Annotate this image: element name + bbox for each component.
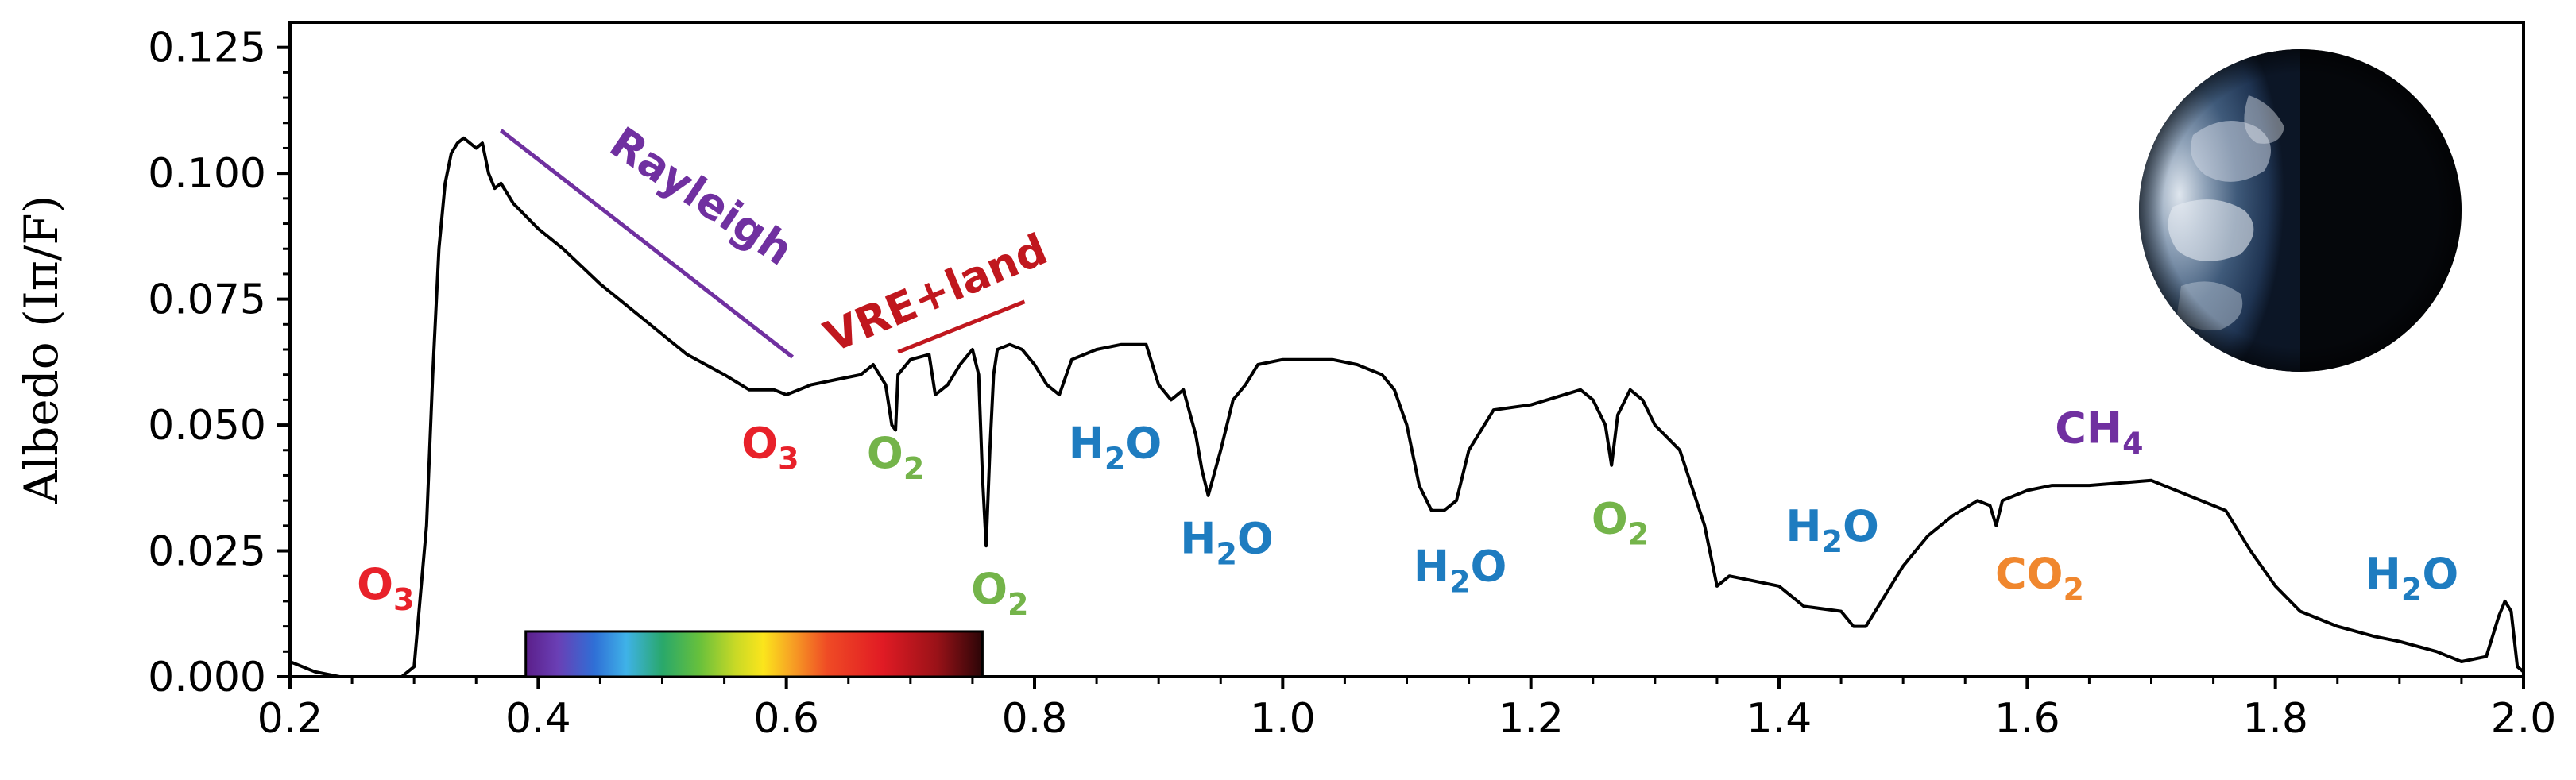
annotation-label: VRE+land — [817, 224, 1054, 362]
annotation-label: O3 — [741, 418, 799, 476]
vre-land-line — [897, 299, 1026, 354]
annotation-label: H2O — [1180, 514, 1274, 572]
y-tick-label: 0.000 — [148, 654, 266, 701]
x-tick-label: 1.2 — [1498, 695, 1564, 743]
x-tick-label: 0.4 — [505, 695, 571, 743]
x-tick-label: 1.4 — [1746, 695, 1812, 743]
annotation-label: H2O — [2365, 549, 2459, 607]
y-tick-label: 0.075 — [148, 276, 266, 324]
x-tick-label: 0.8 — [1002, 695, 1068, 743]
y-axis-ticks: 0.000 0.025 0.050 0.075 0.100 0.125 — [148, 25, 290, 701]
x-axis-ticks: 0.2 0.4 0.6 0.8 1.0 1.2 1.4 1.6 1.8 2.0 — [257, 677, 2557, 743]
annotation-label: Rayleigh — [601, 118, 803, 276]
y-tick-label: 0.125 — [148, 25, 266, 72]
annotation-label: H2O — [1069, 418, 1162, 476]
annotation-label: CH4 — [2055, 403, 2143, 461]
annotation-label: H2O — [1785, 501, 1879, 559]
x-tick-label: 1.0 — [1250, 695, 1316, 743]
x-tick-label: 0.6 — [753, 695, 819, 743]
x-tick-label: 1.8 — [2242, 695, 2308, 743]
annotation-label: O3 — [357, 559, 414, 617]
y-axis-label: Albedo (Iπ/F) — [14, 195, 68, 504]
annotation-label: H2O — [1414, 542, 1507, 600]
y-tick-label: 0.025 — [148, 528, 266, 576]
earth-image — [2139, 49, 2462, 372]
x-tick-label: 2.0 — [2491, 695, 2557, 743]
annotation-label: O2 — [971, 564, 1028, 622]
x-tick-label: 0.2 — [257, 695, 323, 743]
annotation-label: O2 — [867, 428, 924, 486]
x-tick-label: 1.6 — [1994, 695, 2060, 743]
annotation-label: O2 — [1592, 493, 1649, 551]
rayleigh-slope-line — [499, 129, 795, 359]
y-tick-label: 0.100 — [148, 150, 266, 198]
albedo-spectrum-line — [290, 136, 2524, 677]
annotation-label: CO2 — [1995, 549, 2084, 607]
y-tick-label: 0.050 — [148, 402, 266, 450]
visible-spectrum-bar — [524, 630, 984, 678]
